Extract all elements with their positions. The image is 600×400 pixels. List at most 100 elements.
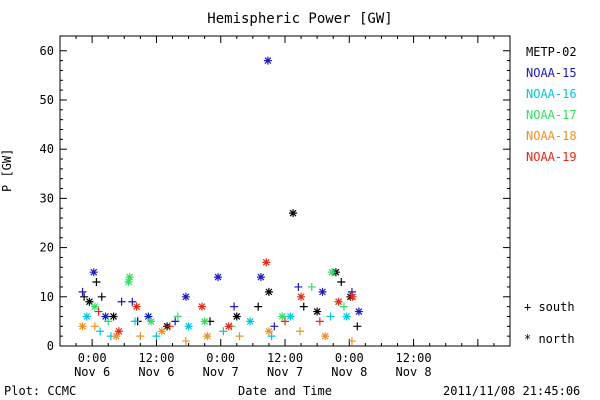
data-point-north <box>114 327 123 336</box>
x-tick-label-date: Nov 8 <box>396 365 432 379</box>
data-point-north <box>328 268 337 277</box>
data-point-south <box>80 292 89 301</box>
data-point-north <box>78 322 87 331</box>
data-point-south <box>181 337 190 346</box>
data-point-north <box>263 56 272 65</box>
legend-item: NOAA-18 <box>526 129 577 143</box>
data-point-south <box>128 297 137 306</box>
data-point-north <box>321 332 330 341</box>
data-point-south <box>353 322 362 331</box>
legend-item: NOAA-17 <box>526 108 577 122</box>
x-tick-label-date: Nov 6 <box>74 365 110 379</box>
y-tick-label: 20 <box>40 241 54 255</box>
x-tick-label-time: 0:00 <box>206 351 235 365</box>
data-point-south <box>173 312 182 321</box>
data-point-south <box>165 322 174 331</box>
data-point-north <box>334 297 343 306</box>
data-point-south <box>78 287 87 296</box>
data-point-north <box>132 302 141 311</box>
data-point-north <box>90 302 99 311</box>
data-point-north <box>125 273 134 282</box>
data-point-north <box>313 307 322 316</box>
y-tick-label: 10 <box>40 290 54 304</box>
data-point-north <box>112 332 121 341</box>
x-tick-label-time: 0:00 <box>335 351 364 365</box>
data-point-south <box>339 302 348 311</box>
data-point-north <box>224 322 233 331</box>
legend-item: NOAA-15 <box>526 66 577 80</box>
data-point-north <box>147 317 156 326</box>
plot-marks <box>78 56 363 346</box>
data-point-north <box>246 317 255 326</box>
data-point-south <box>299 302 308 311</box>
x-tick-label-date: Nov 7 <box>203 365 239 379</box>
legend-south-marker: + south <box>524 300 575 314</box>
x-axis-label: Date and Time <box>238 384 332 398</box>
data-point-south <box>90 322 99 331</box>
data-point-south <box>136 332 145 341</box>
data-point-south <box>347 337 356 346</box>
data-point-north <box>256 273 265 282</box>
data-point-south <box>97 292 106 301</box>
legend-item: NOAA-19 <box>526 150 577 164</box>
y-tick-label: 50 <box>40 93 54 107</box>
data-point-south <box>337 278 346 287</box>
data-point-south <box>152 332 161 341</box>
plot-timestamp: 2011/11/08 21:45:06 <box>443 384 581 398</box>
data-point-north <box>262 258 271 267</box>
data-point-north <box>181 292 190 301</box>
data-point-north <box>354 307 363 316</box>
y-tick-label: 60 <box>40 44 54 58</box>
data-point-south <box>270 322 279 331</box>
data-point-north <box>89 268 98 277</box>
data-point-north <box>124 278 133 287</box>
y-tick-label: 40 <box>40 142 54 156</box>
data-point-north <box>101 312 110 321</box>
data-point-north <box>184 322 193 331</box>
data-point-south <box>131 317 139 326</box>
x-tick-label-date: Nov 7 <box>267 365 303 379</box>
data-point-south <box>104 317 113 326</box>
legend-item: NOAA-16 <box>526 87 577 101</box>
data-point-south <box>281 317 289 326</box>
plot-frame <box>59 35 511 347</box>
data-point-north <box>109 312 118 321</box>
data-point-south <box>296 327 304 336</box>
data-point-north <box>214 273 223 282</box>
data-point-south <box>96 327 105 336</box>
data-point-south <box>235 332 244 341</box>
data-point-south <box>326 312 335 321</box>
data-point-south <box>92 278 101 287</box>
data-point-south <box>315 317 324 326</box>
x-tick-label-date: Nov 8 <box>331 365 367 379</box>
x-tick-label-time: 0:00 <box>78 351 107 365</box>
y-tick-label: 0 <box>47 339 54 353</box>
data-point-north <box>144 312 153 321</box>
data-point-north <box>286 312 295 321</box>
x-tick-label-time: 12:00 <box>138 351 174 365</box>
legend-item: METP-02 <box>526 45 577 59</box>
data-point-south <box>307 282 316 291</box>
data-point-north <box>342 312 351 321</box>
data-point-south <box>117 297 126 306</box>
x-tick-label-date: Nov 6 <box>138 365 174 379</box>
x-tick-label-time: 12:00 <box>267 351 303 365</box>
chart-title: Hemispheric Power [GW] <box>207 11 393 27</box>
data-point-south <box>94 307 103 316</box>
data-point-north <box>232 312 241 321</box>
data-point-north <box>264 287 273 296</box>
data-point-south <box>219 327 228 336</box>
data-point-south <box>171 317 180 326</box>
y-tick-label: 30 <box>40 191 54 205</box>
data-point-north <box>82 312 91 321</box>
legend-north-marker: * north <box>524 332 575 346</box>
data-point-north <box>85 297 94 306</box>
data-point-north <box>264 327 273 336</box>
data-point-north <box>157 327 166 336</box>
x-tick-label-time: 12:00 <box>396 351 432 365</box>
data-point-north <box>203 332 212 341</box>
data-point-north <box>278 312 287 321</box>
